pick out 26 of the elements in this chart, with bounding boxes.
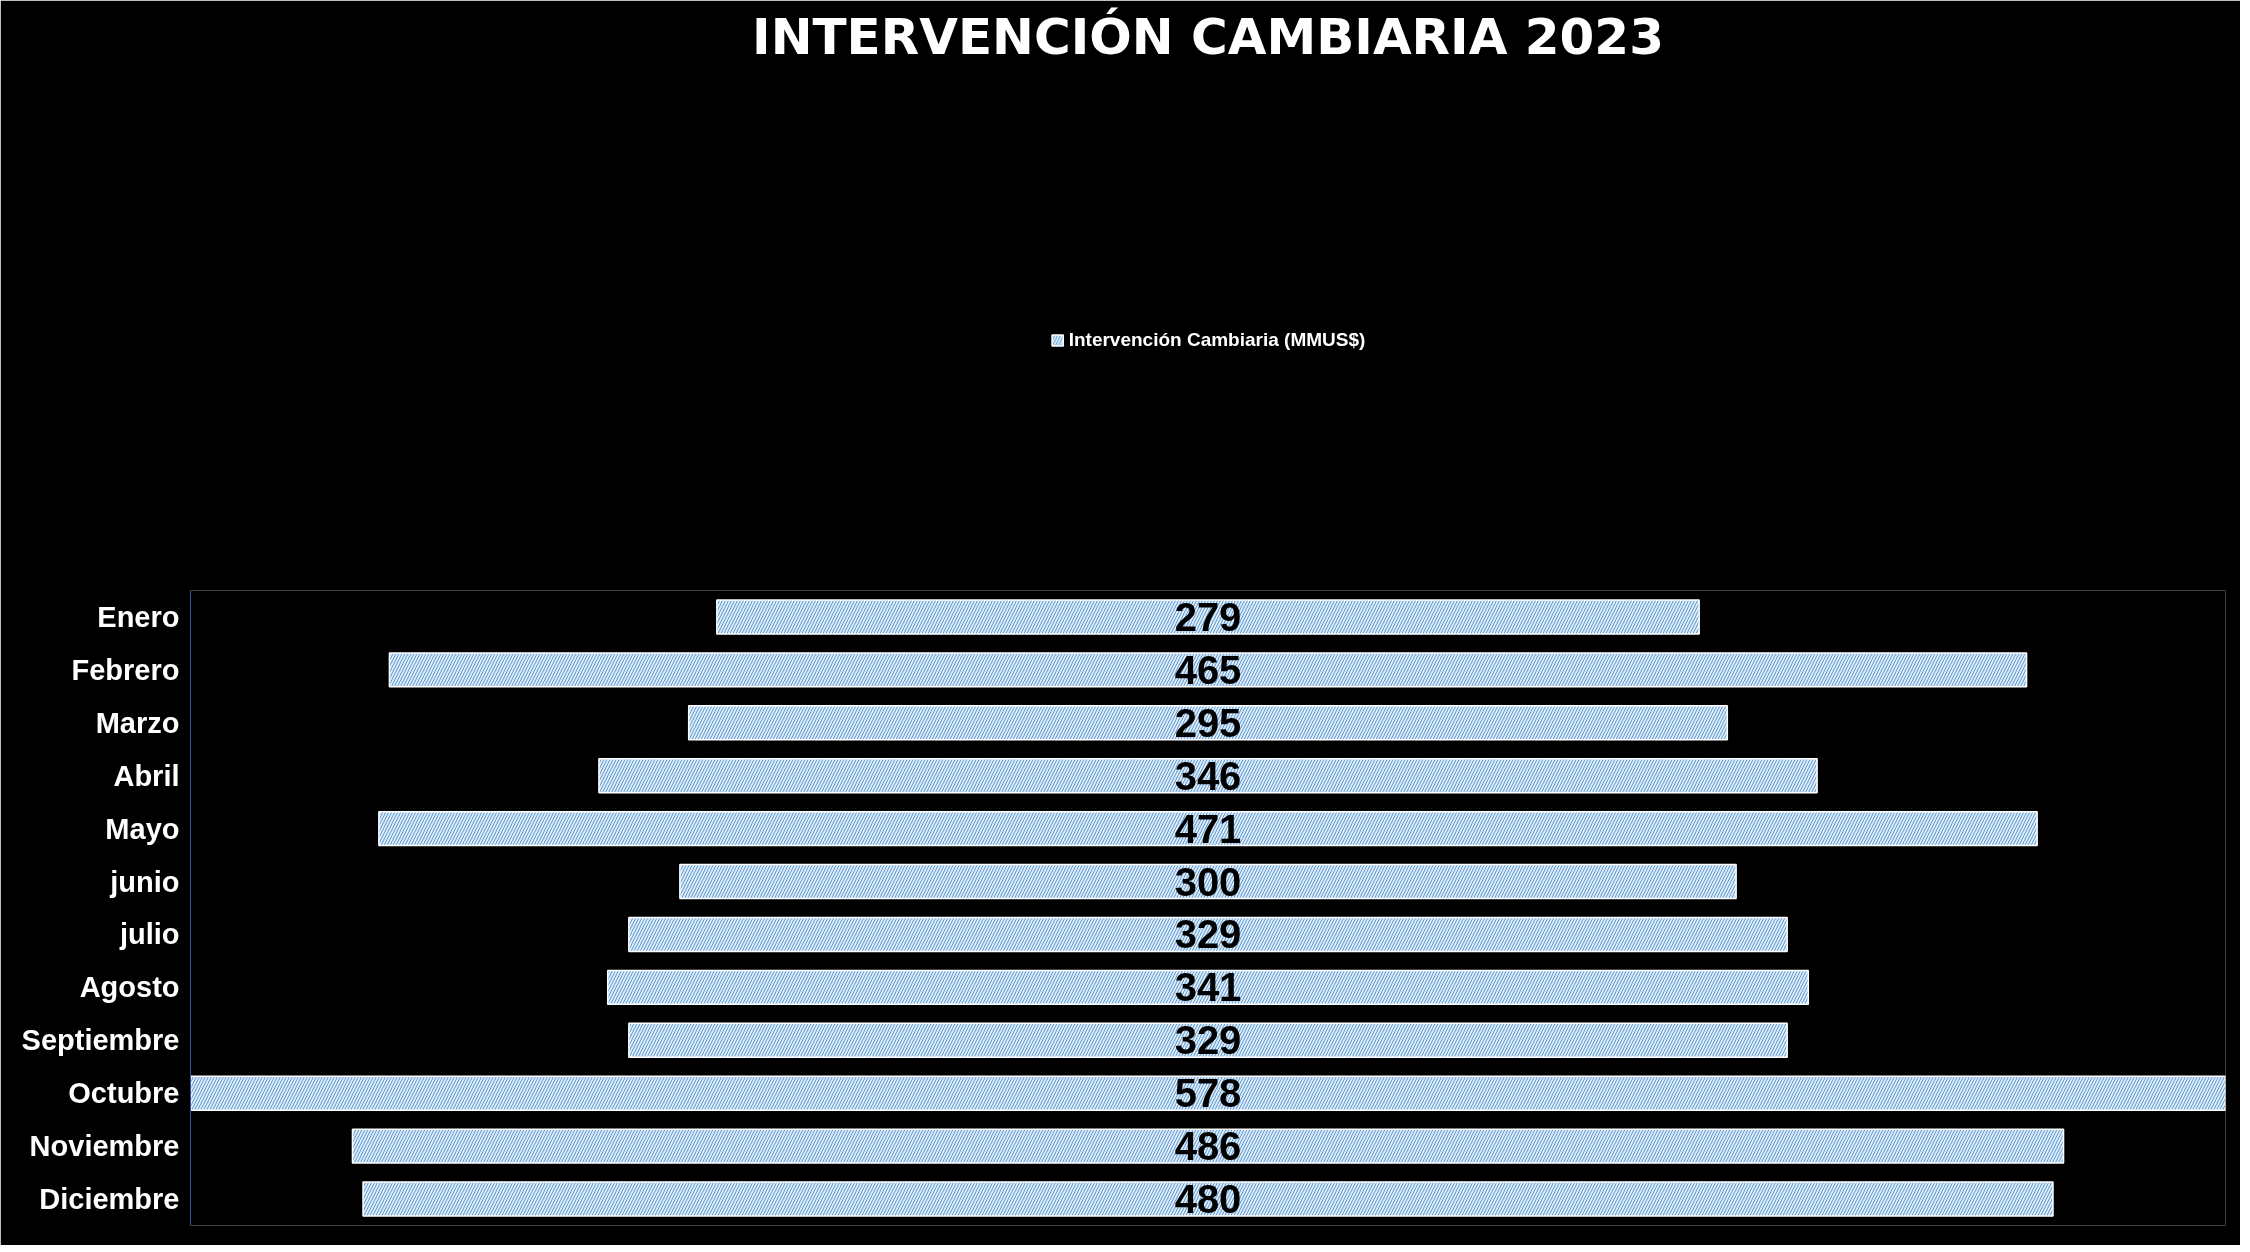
text: INTERVENCIÓN CAMBIARIA 2023 [752, 6, 1664, 66]
category-label: Abril [113, 759, 180, 792]
category-label: Febrero [71, 653, 180, 686]
category-label: junio [109, 865, 180, 898]
category-label: julio [118, 918, 180, 951]
data-label: 341 [1174, 965, 1242, 1010]
data-label: 465 [1174, 647, 1242, 692]
data-label: 578 [1174, 1071, 1242, 1116]
category-label: Octubre [68, 1077, 180, 1110]
data-label: 486 [1174, 1124, 1242, 1169]
category-label: Agosto [79, 971, 180, 1004]
category-label: Diciembre [39, 1183, 180, 1216]
data-label: 471 [1174, 806, 1242, 851]
category-label: Noviembre [29, 1130, 180, 1163]
category-label: Mayo [105, 812, 180, 845]
data-label: 329 [1174, 1018, 1242, 1063]
data-label: 480 [1174, 1177, 1242, 1222]
data-label: 346 [1174, 753, 1242, 798]
category-label: Septiembre [21, 1024, 180, 1057]
data-label: 295 [1174, 700, 1242, 745]
data-label: 279 [1174, 594, 1242, 639]
category-label: Enero [97, 600, 180, 633]
data-label: 329 [1174, 912, 1242, 957]
data-label: 300 [1174, 859, 1242, 904]
category-label: Marzo [95, 706, 180, 739]
legend-label: Intervención Cambiaria (MMUS$) [1068, 329, 1366, 351]
